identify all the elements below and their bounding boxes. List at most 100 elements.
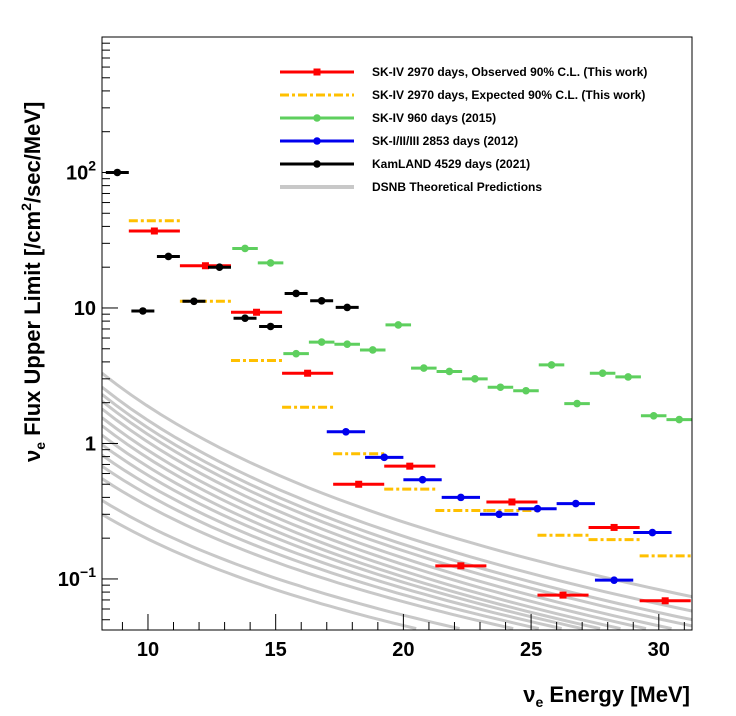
dsnb-curve (102, 407, 672, 630)
circle-marker (394, 321, 403, 329)
x-tick-label: 30 (648, 639, 670, 661)
circle-marker (317, 296, 326, 305)
dsnb-curve (102, 393, 692, 622)
circle-marker (573, 399, 581, 408)
legend-marker (313, 137, 321, 145)
data-point (182, 297, 206, 306)
circle-marker (624, 373, 632, 381)
square-marker (610, 523, 618, 531)
circle-marker (368, 346, 377, 354)
data-point (333, 480, 385, 488)
data-point (230, 308, 283, 316)
legend-marker (313, 160, 321, 168)
x-tick-label: 10 (137, 639, 159, 661)
circle-marker (648, 528, 657, 537)
y-axis-title-sup: 2 (18, 203, 34, 211)
square-marker (253, 308, 261, 316)
circle-marker (266, 259, 275, 267)
data-point (384, 462, 436, 470)
data-point (462, 375, 488, 383)
y-axis-title-sub: e (32, 442, 48, 450)
x-tick-label: 15 (265, 639, 287, 661)
data-point (441, 493, 481, 502)
circle-marker (380, 453, 389, 462)
circle-marker (649, 412, 658, 420)
circle-marker (457, 493, 465, 502)
legend-marker (313, 114, 321, 122)
square-marker (457, 562, 465, 570)
y-axis-title-text1: Flux Upper Limit [/cm (20, 211, 45, 442)
data-point (411, 364, 437, 372)
legend: SK-IV 2970 days, Observed 90% C.L. (This… (280, 65, 647, 194)
dsnb-curve (102, 499, 460, 630)
data-series (105, 168, 692, 605)
data-point (594, 576, 634, 584)
data-point (435, 562, 487, 570)
data-point (233, 314, 257, 323)
dsnb-curve (102, 386, 692, 613)
circle-marker (343, 303, 351, 312)
legend-entry: SK-IV 2970 days, Expected 90% C.L. (This… (280, 88, 645, 102)
circle-marker (420, 364, 428, 372)
data-point (538, 361, 565, 369)
legend-entry: KamLAND 4529 days (2021) (280, 157, 530, 171)
circle-marker (292, 349, 300, 358)
x-axis-title-prefix: ν (523, 682, 535, 707)
data-point (310, 296, 334, 305)
circle-marker (571, 499, 580, 508)
circle-marker (496, 383, 505, 392)
square-marker (661, 597, 669, 605)
y-tick-label: 102 (66, 157, 96, 184)
dsnb-curve (102, 372, 692, 599)
data-point (633, 528, 672, 537)
circle-marker (342, 427, 350, 436)
square-marker (406, 462, 414, 470)
data-point (385, 321, 412, 329)
data-point (207, 263, 231, 271)
circle-marker (533, 504, 542, 513)
dsnb-curve (102, 424, 621, 630)
data-point (335, 303, 359, 312)
dsnb-curve (102, 433, 601, 630)
dsnb-curve (102, 443, 583, 630)
data-point (589, 369, 616, 378)
data-point (564, 399, 590, 408)
data-point (284, 289, 308, 298)
data-point (480, 510, 519, 519)
legend-label: DSNB Theoretical Predictions (372, 180, 542, 194)
circle-marker (598, 369, 607, 378)
square-marker (355, 480, 363, 488)
circle-marker (675, 415, 684, 424)
legend-label: KamLAND 4529 days (2021) (372, 157, 530, 171)
x-axis-title-sub: e (536, 694, 544, 710)
circle-marker (547, 361, 556, 369)
data-point (257, 259, 284, 267)
circle-marker (610, 576, 618, 584)
y-tick-base: 10 (66, 162, 88, 184)
data-point (283, 349, 309, 358)
data-point (640, 412, 667, 420)
data-point (518, 504, 557, 513)
legend-entry: DSNB Theoretical Predictions (280, 180, 542, 194)
circle-marker (471, 375, 479, 383)
circle-marker (241, 314, 249, 323)
data-point (282, 369, 334, 377)
legend-entry: SK-IV 2970 days, Observed 90% C.L. (This… (280, 65, 647, 79)
legend-marker (313, 68, 321, 76)
data-point (308, 338, 335, 346)
y-tick-label: 1 (85, 433, 96, 455)
dsnb-curve (102, 513, 417, 630)
square-marker (304, 369, 312, 377)
circle-marker (266, 322, 275, 331)
dsnb-curve (102, 464, 540, 630)
circle-marker (445, 367, 454, 376)
legend-label: SK-IV 960 days (2015) (372, 111, 496, 125)
square-marker (508, 498, 516, 506)
data-point (232, 244, 258, 253)
circle-marker (495, 510, 503, 519)
circle-marker (317, 338, 326, 346)
square-marker (150, 227, 158, 235)
data-point (487, 383, 514, 392)
